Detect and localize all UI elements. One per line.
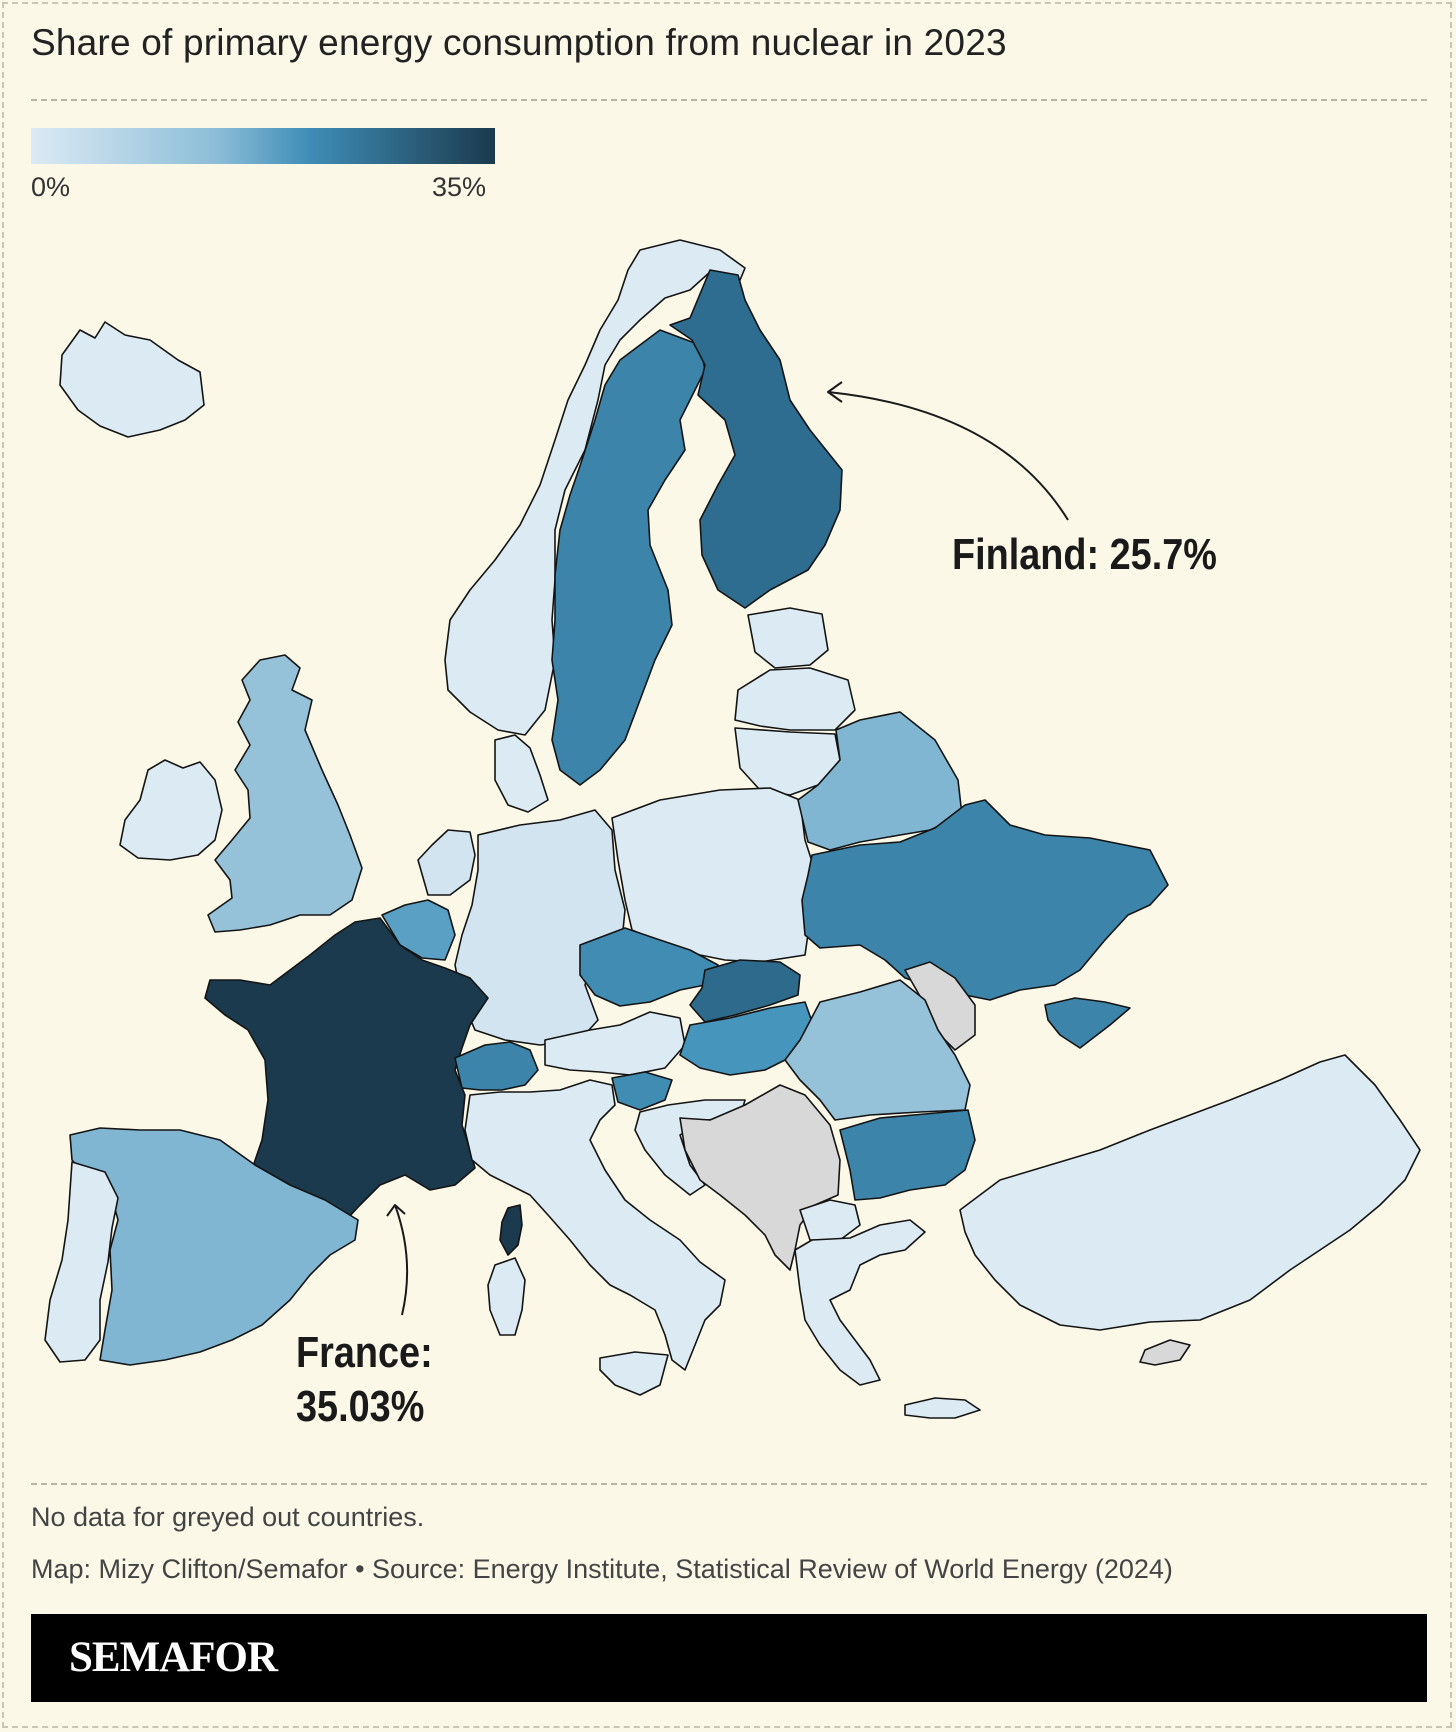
country-ireland — [119, 759, 223, 861]
country-cyprus — [1139, 1339, 1191, 1366]
france-arrow-line — [394, 1204, 409, 1316]
country-finland — [669, 269, 843, 609]
country-north-macedonia — [799, 1199, 861, 1241]
france-arrow-head — [386, 1204, 406, 1217]
country-switzerland — [454, 1041, 539, 1091]
country-latvia — [734, 667, 856, 731]
finland-arrow-line — [827, 391, 1069, 521]
country-belarus — [797, 711, 963, 851]
bottom-divider — [31, 1483, 1427, 1485]
island-sardinia — [487, 1257, 526, 1336]
country-austria — [544, 1011, 686, 1076]
country-sweden — [551, 329, 706, 786]
no-data-note: No data for greyed out countries. — [31, 1502, 425, 1532]
top-divider — [31, 99, 1427, 101]
country-slovenia — [611, 1071, 673, 1111]
country-ukraine — [801, 799, 1169, 1001]
legend-max-label: 35% — [432, 172, 487, 202]
island-crete — [904, 1397, 981, 1419]
country-united-kingdom — [207, 654, 363, 933]
finland-annotation: Finland: 25.7% — [952, 530, 1217, 579]
country-netherlands — [417, 829, 476, 896]
country-iceland — [59, 321, 205, 438]
country-norway — [444, 239, 746, 736]
semafor-logo: SEMAFOR — [69, 1634, 278, 1681]
country-corsica — [499, 1204, 523, 1256]
region-crimea — [1044, 997, 1131, 1049]
map-title: Share of primary energy consumption from… — [31, 22, 1007, 63]
island-sicily — [599, 1351, 669, 1396]
country-germany — [454, 809, 626, 1046]
france-annotation-line1: France: — [296, 1328, 433, 1377]
country-poland — [611, 787, 819, 963]
country-turkey — [959, 1054, 1421, 1331]
source-credit: Map: Mizy Clifton/Semafor • Source: Ener… — [31, 1554, 1173, 1584]
region-balkans-no-data — [679, 1084, 841, 1271]
country-czechia — [579, 927, 719, 1007]
brand-banner: SEMAFOR — [31, 1614, 1427, 1702]
country-denmark — [494, 734, 549, 813]
legend-min-label: 0% — [31, 172, 71, 202]
finland-arrow-head — [827, 381, 843, 403]
country-spain — [69, 1127, 359, 1366]
legend-color-bar — [31, 128, 495, 164]
country-italy — [464, 1079, 726, 1371]
country-romania — [784, 979, 971, 1121]
france-annotation-line2: 35.03% — [296, 1382, 425, 1431]
country-france — [204, 917, 489, 1219]
country-slovakia — [689, 959, 801, 1023]
country-estonia — [747, 607, 829, 669]
country-greece — [794, 1219, 926, 1386]
country-portugal — [44, 1161, 119, 1363]
country-bulgaria — [839, 1109, 976, 1201]
